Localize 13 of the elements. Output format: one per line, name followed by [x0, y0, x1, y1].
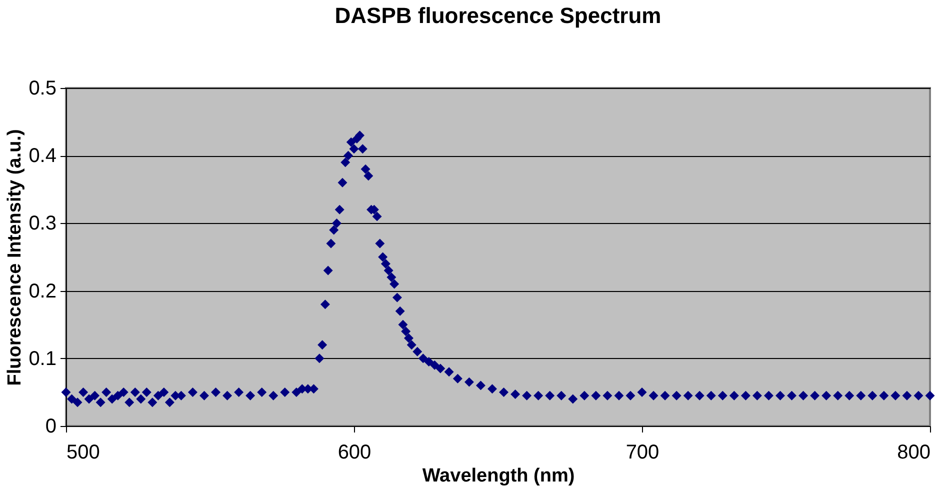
- x-axis-title: Wavelength (nm): [422, 466, 575, 486]
- x-tick-label: 600: [338, 442, 372, 464]
- y-tick-label: 0.3: [28, 212, 56, 235]
- x-tick-label: 500: [66, 442, 100, 464]
- y-tick-label: 0.1: [28, 348, 56, 370]
- y-tick-label: 0.5: [28, 78, 56, 100]
- y-axis-title: Fluorescence Intensity (a.u.): [4, 129, 26, 386]
- y-tick-label: 0: [45, 416, 56, 438]
- x-tick-label: 800: [897, 442, 930, 464]
- y-tick-label: 0.2: [28, 280, 56, 302]
- y-tick-label: 0.4: [28, 145, 56, 168]
- x-tick-label: 700: [626, 442, 660, 464]
- chart-title: DASPB fluorescence Spectrum: [334, 3, 662, 28]
